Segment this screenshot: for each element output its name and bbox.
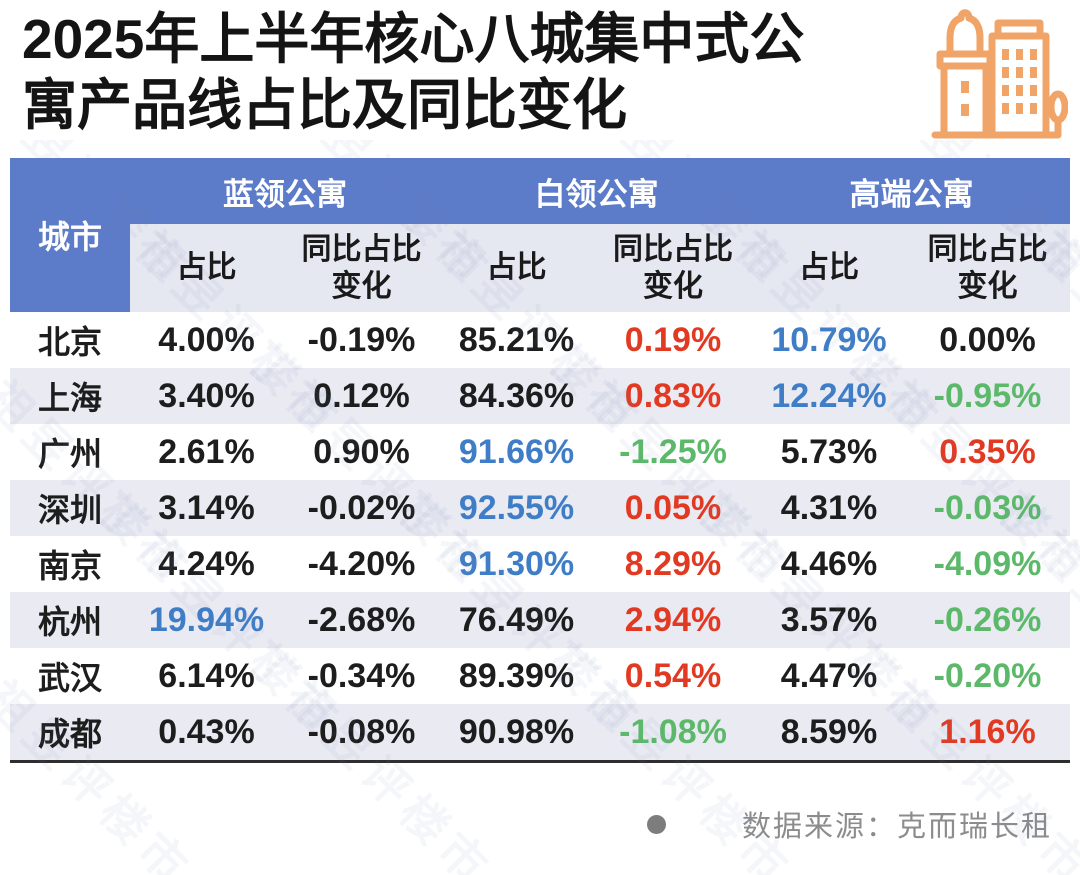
header-group-high-end: 高端公寓 [753, 158, 1070, 224]
apartment-share-table: 城市 蓝领公寓 白领公寓 高端公寓 占比 同比占比变化 占比 同比占比变化 占比… [10, 158, 1070, 763]
city-cell: 杭州 [37, 604, 102, 640]
value-cell: -0.95% [933, 376, 1042, 415]
value-cell: -1.25% [619, 432, 727, 471]
value-cell: 5.73% [780, 432, 878, 471]
value-cell: 4.31% [780, 488, 878, 527]
value-cell: 10.79% [771, 320, 887, 359]
value-cell: 2.61% [158, 432, 255, 471]
subheader-yoy: 同比占比变化 [905, 224, 1070, 312]
footer: 数据来源：克而瑞长租 [646, 803, 1052, 845]
value-cell: 89.39% [458, 656, 575, 695]
value-cell: -0.20% [933, 656, 1042, 695]
table-row-shanghai: 上海 3.40% 0.12% 84.36% 0.83% 12.24% -0.95… [10, 368, 1070, 424]
value-cell: -0.02% [307, 488, 416, 527]
header-group-white-collar: 白领公寓 [440, 158, 753, 224]
value-cell: -0.19% [307, 320, 416, 359]
header-sub-row: 占比 同比占比变化 占比 同比占比变化 占比 同比占比变化 [10, 224, 1070, 312]
page-title: 2025年上半年核心八城集中式公 寓产品线占比及同比变化 [22, 6, 927, 138]
city-cell: 南京 [37, 548, 102, 584]
value-cell: 6.14% [158, 656, 255, 695]
value-cell: 0.83% [624, 376, 722, 415]
title-line-2: 寓产品线占比及同比变化 [22, 74, 628, 136]
value-cell: 0.54% [624, 656, 722, 695]
city-cell: 成都 [37, 716, 102, 752]
value-cell: 76.49% [458, 600, 575, 639]
subheader-share: 占比 [440, 224, 593, 312]
city-cell: 深圳 [37, 492, 102, 528]
value-cell: 90.98% [458, 712, 575, 751]
value-cell: 0.12% [313, 376, 410, 415]
value-cell: 3.57% [780, 600, 878, 639]
value-cell: -4.09% [933, 544, 1042, 583]
value-cell: 12.24% [771, 376, 887, 415]
value-cell: -1.08% [619, 712, 727, 751]
value-cell: 0.43% [158, 712, 255, 751]
subheader-yoy: 同比占比变化 [283, 224, 440, 312]
subheader-share: 占比 [753, 224, 905, 312]
value-cell: 4.24% [158, 544, 255, 583]
city-cell: 武汉 [37, 660, 102, 696]
value-cell: 92.55% [458, 488, 575, 527]
value-cell: 2.94% [624, 600, 722, 639]
city-buildings-icon [931, 9, 1068, 139]
value-cell: 1.16% [939, 712, 1036, 751]
value-cell: 3.40% [158, 376, 255, 415]
value-cell: 0.90% [313, 432, 410, 471]
table-row-wuhan: 武汉 6.14% -0.34% 89.39% 0.54% 4.47% -0.20… [10, 648, 1070, 704]
city-cell: 上海 [37, 380, 102, 416]
value-cell: 0.19% [624, 320, 722, 359]
table-row-chengdu: 成都 0.43% -0.08% 90.98% -1.08% 8.59% 1.16… [10, 704, 1070, 762]
value-cell: -2.68% [307, 600, 416, 639]
value-cell: 84.36% [458, 376, 575, 415]
tree-icon [1047, 90, 1068, 124]
data-source-text: 数据来源：克而瑞长租 [741, 811, 1052, 843]
value-cell: 4.47% [780, 656, 878, 695]
header-group-row: 城市 蓝领公寓 白领公寓 高端公寓 [10, 158, 1070, 312]
subheader-yoy-label: 同比占比变化 [613, 232, 733, 304]
value-cell: 0.35% [939, 432, 1036, 471]
header-city: 城市 [10, 158, 130, 312]
subheader-share: 占比 [130, 224, 283, 312]
value-cell: 91.30% [458, 544, 575, 583]
value-cell: 4.00% [158, 320, 255, 359]
table-row-guangzhou: 广州 2.61% 0.90% 91.66% -1.25% 5.73% 0.35% [10, 424, 1070, 480]
table-row-hangzhou: 杭州 19.94% -2.68% 76.49% 2.94% 3.57% -0.2… [10, 592, 1070, 648]
value-cell: -0.34% [307, 656, 416, 695]
header-group-blue-collar: 蓝领公寓 [130, 158, 440, 224]
table-row-beijing: 北京 4.00% -0.19% 85.21% 0.19% 10.79% 0.00… [10, 312, 1070, 368]
subheader-yoy: 同比占比变化 [593, 224, 753, 312]
value-cell: 91.66% [458, 432, 575, 471]
city-cell: 广州 [37, 436, 102, 472]
value-cell: 4.46% [780, 544, 878, 583]
title-line-1: 2025年上半年核心八城集中式公 [22, 8, 805, 70]
value-cell: 3.14% [158, 488, 255, 527]
value-cell: -0.03% [933, 488, 1042, 527]
table-row-nanjing: 南京 4.24% -4.20% 91.30% 8.29% 4.46% -4.09… [10, 536, 1070, 592]
value-cell: 8.59% [780, 712, 878, 751]
building-windows [1002, 49, 1037, 114]
value-cell: 19.94% [148, 600, 265, 639]
bullet-dot-icon [646, 814, 666, 834]
value-cell: -0.08% [307, 712, 416, 751]
city-cell: 北京 [37, 324, 102, 360]
value-cell: 8.29% [624, 544, 722, 583]
value-cell: -4.20% [307, 544, 416, 583]
subheader-yoy-label: 同比占比变化 [301, 232, 422, 304]
table-row-shenzhen: 深圳 3.14% -0.02% 92.55% 0.05% 4.31% -0.03… [10, 480, 1070, 536]
subheader-yoy-label: 同比占比变化 [927, 232, 1048, 304]
value-cell: 85.21% [458, 320, 575, 359]
value-cell: 0.00% [939, 320, 1036, 359]
value-cell: -0.26% [933, 600, 1042, 639]
value-cell: 0.05% [624, 488, 722, 527]
